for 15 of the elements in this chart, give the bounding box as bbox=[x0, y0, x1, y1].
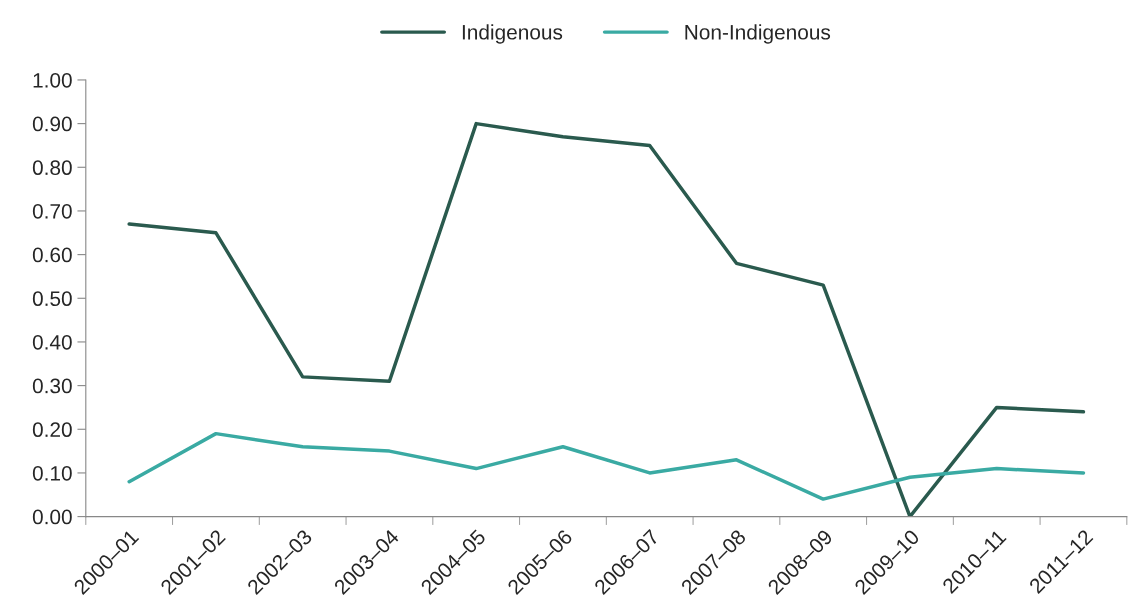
legend-label: Non-Indigenous bbox=[685, 24, 831, 44]
y-tick-label: 0.60 bbox=[32, 247, 72, 263]
y-tick-label: 0.10 bbox=[32, 465, 72, 481]
y-tick-label: 0.50 bbox=[32, 291, 72, 307]
line-series bbox=[127, 431, 1086, 501]
y-tick-label: 0.70 bbox=[32, 203, 72, 219]
y-tick-label: 0.40 bbox=[32, 334, 72, 350]
y-tick-label: 0.30 bbox=[32, 378, 72, 394]
y-tick-label: 1.00 bbox=[33, 72, 72, 88]
y-tick-label: 0.90 bbox=[32, 116, 72, 132]
line-series bbox=[127, 121, 1086, 517]
y-tick-label: 0.00 bbox=[32, 509, 72, 525]
y-tick-label: 0.20 bbox=[32, 422, 72, 438]
legend-label: Indigenous bbox=[462, 24, 563, 44]
y-tick-label: 0.80 bbox=[32, 160, 72, 176]
